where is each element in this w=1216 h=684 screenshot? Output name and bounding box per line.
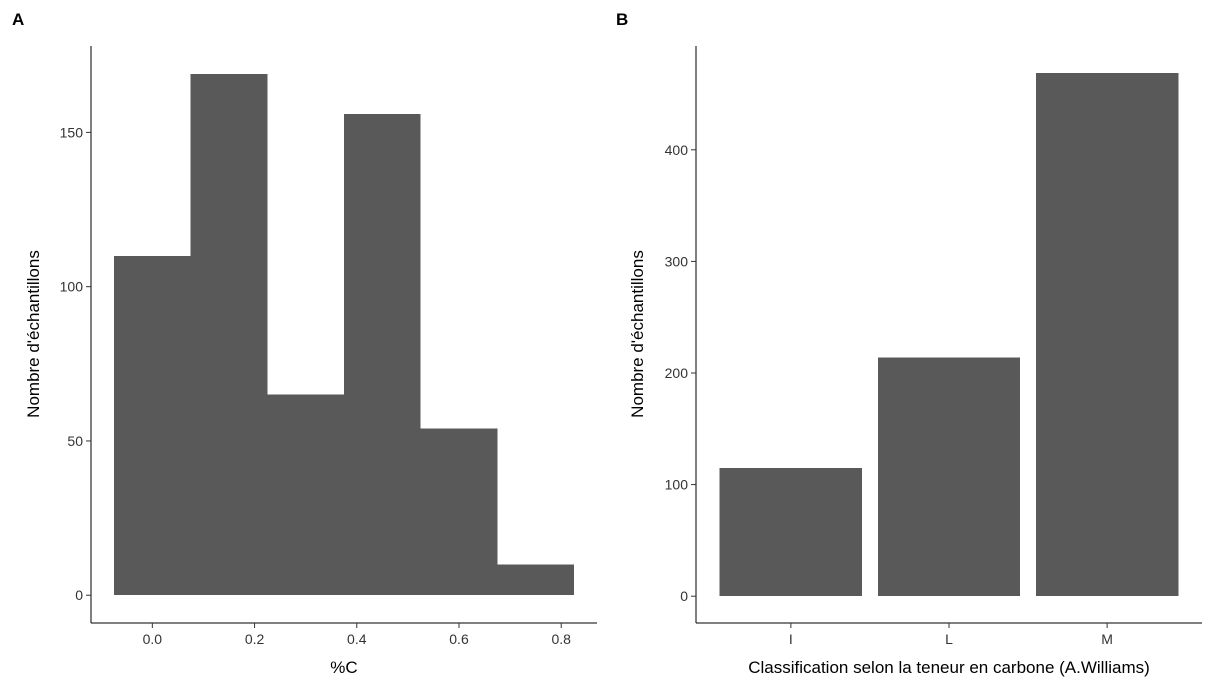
y-tick-label: 150 [60,124,84,140]
panel-b-tag: B [616,10,628,29]
x-tick-label: 0.8 [551,631,571,647]
x-axis-title-b: Classification selon la teneur en carbon… [748,658,1150,677]
y-tick-label: 400 [665,142,689,158]
histogram-bar [420,428,498,596]
panel-a-tag: A [12,10,24,29]
x-tick-label: 0.2 [245,631,265,647]
y-tick-label: 0 [75,587,83,603]
x-tick-label: 0.6 [449,631,469,647]
y-tick-label: 200 [665,365,689,381]
y-axis-title-b: Nombre d'échantillons [628,250,647,418]
y-tick-label: 50 [67,433,83,449]
x-tick-label: I [789,631,793,647]
y-tick-label: 300 [665,253,689,269]
histogram-bar [190,73,268,596]
bar-panel-b: B 0 100 200 300 400 I L M Classification selon… [616,10,1202,677]
histogram-bar [114,255,191,596]
x-axis-title-a: %C [330,658,357,677]
x-tick-label: L [945,631,953,647]
y-axis-title-a: Nombre d'échantillons [24,250,43,418]
x-tick-label: 0.0 [143,631,163,647]
y-ticks-b: 0 100 200 300 400 [665,142,696,604]
histogram-bars [114,73,574,596]
category-bars [719,72,1179,597]
y-tick-label: 0 [680,588,688,604]
x-tick-label: 0.4 [347,631,367,647]
category-bar [877,357,1021,597]
histogram-panel-a: A 0 50 100 150 0.0 0.2 0.4 0.6 0.8 %C Nombre d'… [12,10,597,677]
x-ticks-a: 0.0 0.2 0.4 0.6 0.8 [143,623,571,647]
category-bar [1035,72,1179,597]
y-tick-label: 100 [665,477,689,493]
y-ticks-a: 0 50 100 150 [60,124,91,603]
histogram-bar [267,394,344,596]
histogram-bar [344,113,421,596]
y-tick-label: 100 [60,279,84,295]
x-tick-label: M [1101,631,1113,647]
histogram-bar [497,564,574,596]
category-bar [719,467,863,597]
